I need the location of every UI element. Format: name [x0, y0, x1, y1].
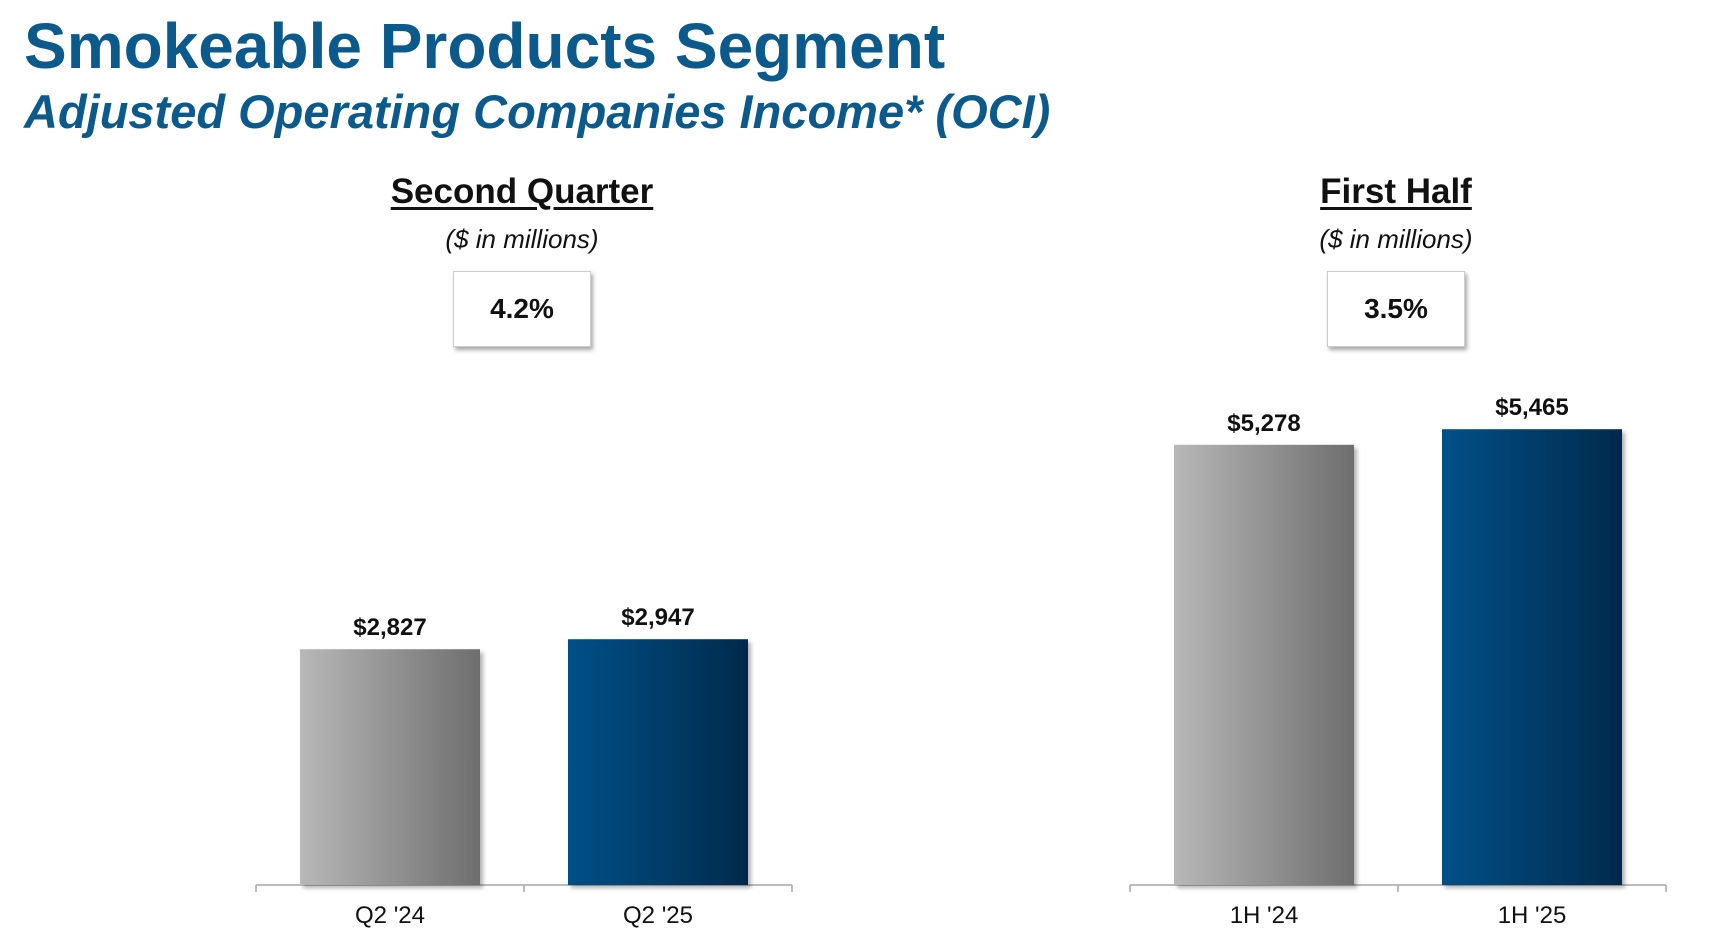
data-label: $2,947: [621, 604, 694, 631]
bar: [568, 639, 748, 885]
data-label: $5,278: [1227, 410, 1300, 437]
growth-badge-first-half: 3.5%: [1327, 271, 1465, 347]
growth-badge-second-quarter: 4.2%: [453, 271, 591, 347]
page-title: Smokeable Products Segment: [24, 10, 946, 82]
x-tick-label: Q2 '24: [355, 902, 425, 929]
bar: [300, 649, 480, 885]
growth-value: 4.2%: [490, 293, 554, 324]
chart-0: $2,827 Q2 '24 $2,947 Q2 '25: [255, 604, 793, 929]
panel-heading-first-half: First Half: [1320, 172, 1472, 211]
growth-value: 3.5%: [1364, 293, 1428, 324]
x-tick-label: 1H '25: [1498, 902, 1567, 929]
panel-heading-second-quarter: Second Quarter: [390, 172, 654, 211]
x-tick-label: Q2 '25: [623, 902, 693, 929]
page-subtitle: Adjusted Operating Companies Income* (OC…: [24, 85, 1051, 138]
panel-unit-first-half: ($ in millions): [1319, 224, 1473, 254]
data-label: $2,827: [353, 614, 426, 641]
x-tick-label: 1H '24: [1230, 902, 1299, 929]
chart-1: $5,278 1H '24 $5,465 1H '25: [1129, 394, 1667, 929]
bar: [1174, 444, 1354, 885]
bar: [1442, 429, 1622, 885]
data-label: $5,465: [1495, 394, 1568, 421]
panel-unit-second-quarter: ($ in millions): [445, 224, 599, 254]
